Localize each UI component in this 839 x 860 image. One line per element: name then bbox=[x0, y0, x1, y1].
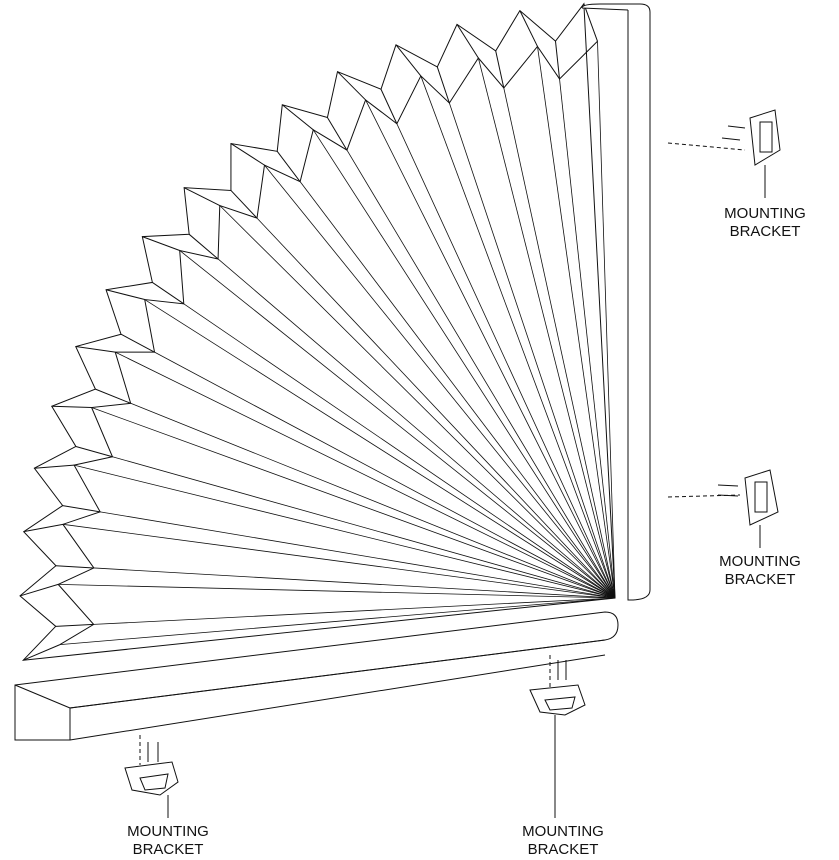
label: BRACKET bbox=[528, 841, 599, 858]
label: BRACKET bbox=[725, 571, 796, 588]
label: MOUNTING bbox=[719, 553, 801, 570]
bracket-icon bbox=[125, 735, 178, 818]
bracket-icon bbox=[668, 470, 778, 548]
label: MOUNTING bbox=[522, 823, 604, 840]
label: BRACKET bbox=[133, 841, 204, 858]
bracket-icon bbox=[668, 110, 780, 198]
fan-shade bbox=[20, 4, 615, 660]
label: MOUNTING bbox=[127, 823, 209, 840]
label: BRACKET bbox=[730, 223, 801, 240]
label: MOUNTING bbox=[724, 205, 806, 222]
bracket-icon bbox=[530, 655, 585, 818]
diagram: MOUNTING BRACKET MOUNTING BRACKET MOUNTI… bbox=[0, 0, 839, 860]
